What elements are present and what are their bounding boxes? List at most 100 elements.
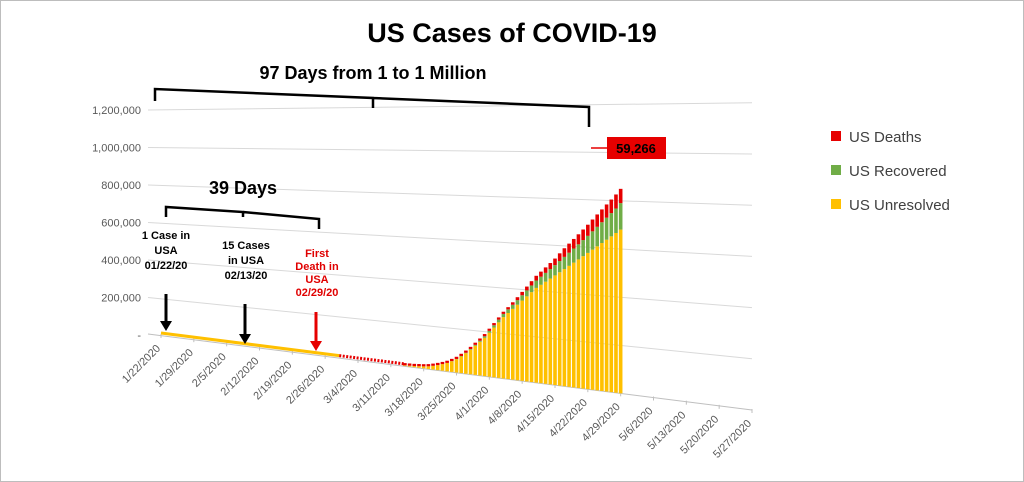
bar-segment-deaths: [534, 275, 539, 281]
bar-segment-deaths: [501, 311, 506, 314]
annotation-text: 1 Case in USA 01/22/20: [142, 230, 191, 272]
bars: [403, 188, 623, 394]
bar-4-21-2020: [581, 229, 585, 389]
bar-segment-unresolved: [492, 327, 496, 378]
bar-segment-recovered: [478, 340, 482, 342]
bar-4-20-2020: [576, 234, 581, 388]
bar-segment-recovered: [515, 300, 520, 305]
bar-3-27-2020: [464, 350, 468, 374]
bar-4-12-2020: [539, 271, 543, 384]
bar-segment-unresolved: [445, 362, 449, 372]
legend: US Deaths US Recovered US Unresolved: [831, 129, 950, 214]
bar-segment-unresolved: [417, 366, 421, 368]
bar-segment-unresolved: [586, 252, 590, 390]
bar-segment-unresolved: [590, 249, 595, 390]
bar-segment-unresolved: [609, 236, 614, 393]
bar-3-31-2020: [482, 334, 487, 377]
early-cases-strip: [160, 331, 406, 366]
bar-segment-deaths: [600, 209, 604, 223]
bar-segment-deaths: [473, 342, 478, 345]
bar-segment-recovered: [548, 269, 553, 279]
bar-segment-unresolved: [581, 256, 585, 389]
bar-segment-recovered: [496, 319, 501, 323]
bar-4-8-2020: [520, 291, 524, 381]
brace-97-days: 97 Days from 1 to 1 Million: [153, 63, 591, 127]
bar-segment-deaths: [515, 297, 520, 301]
bar-4-9-2020: [525, 286, 529, 382]
bar-segment-recovered: [571, 248, 576, 263]
bar-segment-recovered: [534, 280, 539, 288]
bar-segment-recovered: [576, 244, 581, 260]
bar-4-19-2020: [571, 238, 576, 388]
bar-4-24-2020: [595, 214, 600, 391]
bar-segment-unresolved: [604, 239, 609, 392]
bar-segment-recovered: [520, 295, 524, 301]
bar-segment-unresolved: [595, 246, 600, 391]
bar-segment-recovered: [543, 272, 548, 282]
gridline: [147, 102, 753, 111]
brace-97-days-line: [153, 87, 591, 127]
bar-segment-deaths: [492, 323, 496, 326]
bar-segment-recovered: [506, 309, 510, 314]
bar-segment-deaths: [548, 263, 553, 270]
bar-segment-deaths: [412, 363, 417, 367]
bar-3-26-2020: [459, 353, 463, 374]
bar-segment-deaths: [459, 353, 463, 356]
bar-segment-deaths: [571, 238, 576, 249]
bar-segment-recovered: [510, 304, 515, 309]
x-axis-line: [147, 333, 753, 411]
bar-3-19-2020: [426, 364, 431, 369]
annotation-arrow-head: [160, 321, 172, 331]
bar-segment-unresolved: [506, 313, 510, 380]
bar-segment-unresolved: [421, 366, 426, 369]
bar-segment-deaths: [543, 267, 548, 273]
bar-segment-unresolved: [614, 232, 618, 393]
bar-4-7-2020: [515, 297, 520, 381]
gridlines: [147, 102, 753, 360]
bar-4-1-2020: [487, 328, 492, 377]
annotation-arrow-head: [239, 334, 251, 344]
annotation-text: 15 Cases in USA 02/13/20: [222, 240, 270, 282]
bar-segment-unresolved: [468, 349, 473, 375]
bar-segment-deaths: [609, 199, 614, 214]
bar-segment-recovered: [562, 256, 567, 270]
legend-label-recovered: US Recovered: [849, 163, 947, 180]
bar-segment-unresolved: [431, 365, 435, 370]
bar-segment-unresolved: [525, 296, 529, 382]
bar-segment-recovered: [553, 265, 557, 276]
callout-box: [607, 137, 666, 159]
bar-segment-deaths: [595, 214, 600, 227]
deaths-callout: 59,266: [591, 137, 666, 159]
bar-segment-unresolved: [600, 243, 604, 391]
bar-4-5-2020: [506, 307, 510, 380]
bar-segment-unresolved: [478, 341, 482, 376]
bar-segment-deaths: [604, 204, 609, 218]
bar-4-26-2020: [604, 204, 609, 392]
brace-39-days: 39 Days: [164, 178, 321, 229]
bar-segment-deaths: [614, 194, 618, 209]
bar-segment-recovered: [557, 261, 562, 273]
bar-segment-unresolved: [496, 322, 501, 378]
bar-segment-deaths: [539, 271, 543, 277]
bar-segment-unresolved: [576, 259, 581, 388]
bar-4-10-2020: [529, 281, 534, 383]
bar-segment-recovered: [590, 231, 595, 250]
y-tick-label: 600,000: [101, 218, 141, 230]
bar-4-17-2020: [562, 248, 567, 387]
bar-segment-unresolved: [557, 272, 562, 386]
gridline: [147, 222, 753, 257]
bar-segment-deaths: [421, 364, 426, 367]
bar-segment-recovered: [473, 344, 478, 346]
bar-4-11-2020: [534, 275, 539, 383]
bar-segment-unresolved: [412, 366, 417, 368]
early-deaths-strip: [339, 354, 406, 366]
annotation-1: 1 Case in USA 01/22/20: [142, 230, 191, 331]
bar-4-2-2020: [492, 323, 496, 378]
bar-3-23-2020: [445, 360, 449, 372]
bar-segment-recovered: [604, 217, 609, 240]
bar-segment-unresolved: [440, 364, 445, 371]
bar-segment-unresolved: [520, 300, 524, 381]
bar-segment-recovered: [595, 226, 600, 247]
bar-4-22-2020: [586, 224, 590, 390]
bar-segment-unresolved: [459, 356, 463, 374]
